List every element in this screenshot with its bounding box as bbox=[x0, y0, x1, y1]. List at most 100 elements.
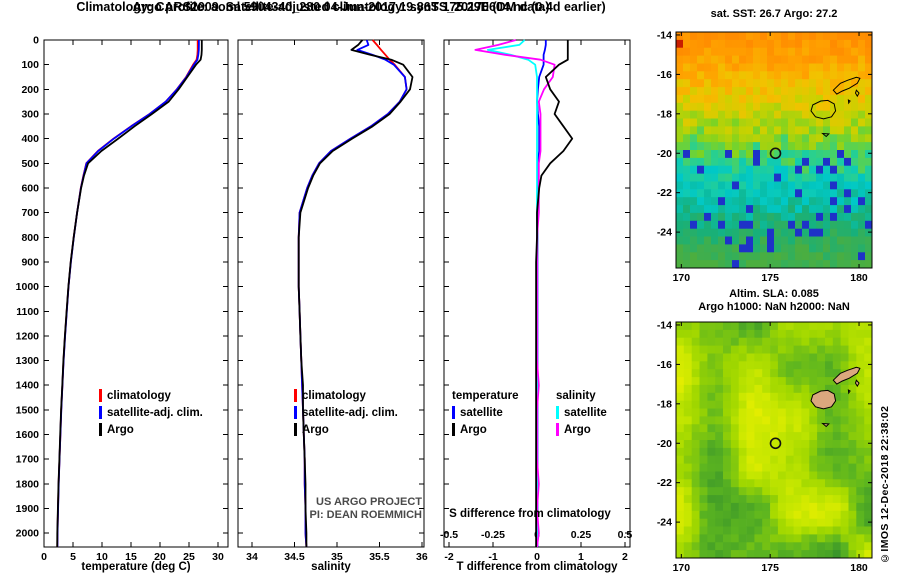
svg-text:700: 700 bbox=[21, 207, 39, 219]
argo-position-marker bbox=[769, 147, 782, 160]
temperature-legend-label: Argo bbox=[107, 424, 134, 436]
copyright-text: ©IMOS 12-Dec-2018 22:38:02 bbox=[879, 405, 891, 564]
svg-text:-1: -1 bbox=[488, 551, 497, 563]
svg-text:1: 1 bbox=[578, 551, 584, 563]
svg-text:1100: 1100 bbox=[16, 306, 39, 318]
svg-text:1400: 1400 bbox=[16, 380, 40, 392]
temperature-panel: 0 5 10 15 20 25 300100200300400500600700800900… bbox=[16, 35, 229, 563]
salinity-axis-label: salinity bbox=[311, 561, 351, 573]
temperature-axis-label: temperature (deg C) bbox=[81, 561, 191, 573]
coastline bbox=[854, 89, 860, 98]
difference-legend-temperature-swatch bbox=[452, 406, 455, 419]
svg-text:34: 34 bbox=[246, 551, 258, 563]
svg-text:-18: -18 bbox=[657, 398, 672, 410]
svg-text:200: 200 bbox=[21, 84, 39, 96]
t-difference-axis-label: T difference from climatology bbox=[456, 561, 618, 573]
svg-text:800: 800 bbox=[21, 232, 39, 244]
svg-text:1300: 1300 bbox=[16, 355, 40, 367]
watermark-line2: PI: DEAN ROEMMICH bbox=[309, 509, 422, 521]
coastline bbox=[832, 76, 861, 95]
svg-text:0: 0 bbox=[534, 551, 540, 563]
svg-text:20: 20 bbox=[154, 551, 166, 563]
salinity-legend-swatch bbox=[294, 423, 297, 436]
coastline bbox=[832, 366, 861, 385]
sst-map: 170 175 180 -14 -16 -18 -20 -22 -24 bbox=[657, 29, 873, 284]
svg-text:1200: 1200 bbox=[16, 330, 40, 342]
coastline bbox=[810, 99, 837, 120]
svg-text:15: 15 bbox=[125, 551, 137, 563]
temperature-legend-swatch bbox=[99, 423, 102, 436]
svg-text:-18: -18 bbox=[657, 108, 672, 120]
salinity-legend-label: satellite-adj. clim. bbox=[302, 407, 398, 419]
difference-panel: -2 -1 0 1 2-0.5 -0.25 0 0.25 0.5 bbox=[440, 39, 633, 563]
svg-text:1600: 1600 bbox=[16, 429, 40, 441]
svg-text:-16: -16 bbox=[657, 69, 672, 81]
difference-line-s-satellite bbox=[486, 39, 538, 547]
svg-text:1900: 1900 bbox=[16, 503, 40, 515]
svg-text:35: 35 bbox=[331, 551, 343, 563]
svg-text:0.25: 0.25 bbox=[571, 529, 592, 541]
svg-text:180: 180 bbox=[850, 562, 868, 574]
svg-text:500: 500 bbox=[21, 158, 39, 170]
salinity-legend-swatch bbox=[294, 389, 297, 402]
svg-text:1800: 1800 bbox=[16, 478, 40, 490]
salinity-line-argo bbox=[297, 39, 414, 547]
svg-text:30: 30 bbox=[212, 551, 224, 563]
salinity-line-satellite-adj-clim- bbox=[297, 39, 408, 548]
salinity-line-climatology bbox=[297, 39, 408, 548]
svg-text:5: 5 bbox=[70, 551, 76, 563]
temperature-line-satellite-adj-clim- bbox=[56, 40, 200, 548]
svg-text:300: 300 bbox=[21, 108, 39, 120]
figure-title-line2: Climatology: CARS2009. Satellite-adjuste… bbox=[76, 0, 606, 14]
salinity-panel: 34 34.5 35 35.5 36 bbox=[237, 39, 428, 563]
coastline bbox=[821, 132, 830, 138]
temperature-legend: climatology satellite-adj. clim. Argo bbox=[99, 389, 203, 436]
svg-text:400: 400 bbox=[21, 133, 39, 145]
svg-text:170: 170 bbox=[673, 562, 691, 574]
svg-text:1500: 1500 bbox=[16, 404, 40, 416]
svg-text:170: 170 bbox=[673, 272, 691, 284]
svg-text:-16: -16 bbox=[657, 359, 672, 371]
svg-text:1000: 1000 bbox=[16, 281, 40, 293]
difference-legend-temperature-label: Argo bbox=[460, 424, 487, 436]
temperature-legend-label: satellite-adj. clim. bbox=[107, 407, 203, 419]
difference-legend-temperature-swatch bbox=[452, 423, 455, 436]
salinity-legend-label: Argo bbox=[302, 424, 329, 436]
coastline bbox=[810, 389, 837, 410]
svg-text:34.5: 34.5 bbox=[284, 551, 305, 563]
difference-legend-salinity-swatch bbox=[556, 406, 559, 419]
svg-text:-14: -14 bbox=[657, 29, 672, 41]
watermark-line1: US ARGO PROJECT bbox=[316, 496, 422, 508]
argo-position-marker bbox=[769, 437, 782, 450]
svg-text:-20: -20 bbox=[657, 148, 672, 160]
svg-text:-22: -22 bbox=[657, 477, 672, 489]
coastline bbox=[854, 379, 860, 388]
svg-text:-24: -24 bbox=[657, 517, 672, 529]
svg-text:-14: -14 bbox=[657, 319, 672, 331]
svg-text:-0.5: -0.5 bbox=[440, 529, 458, 541]
difference-line-s-argo bbox=[474, 39, 556, 548]
svg-text:0: 0 bbox=[33, 35, 39, 47]
salinity-legend-label: climatology bbox=[302, 390, 367, 402]
svg-text:-20: -20 bbox=[657, 438, 672, 450]
difference-legend-temperature-label: temperature bbox=[452, 390, 518, 402]
sla-map-title-line1: Altim. SLA: 0.085 bbox=[729, 288, 819, 300]
svg-text:0.5: 0.5 bbox=[618, 529, 633, 541]
svg-text:175: 175 bbox=[761, 272, 779, 284]
difference-line-t-argo bbox=[535, 40, 574, 547]
svg-text:36: 36 bbox=[416, 551, 428, 563]
svg-text:-24: -24 bbox=[657, 227, 672, 239]
svg-text:-22: -22 bbox=[657, 187, 672, 199]
sst-map-title: sat. SST: 26.7 Argo: 27.2 bbox=[710, 8, 838, 20]
difference-legend-salinity-label: Argo bbox=[564, 424, 591, 436]
svg-text:0: 0 bbox=[41, 551, 47, 563]
difference-legend-salinity: salinity satellite Argo bbox=[556, 390, 607, 436]
salinity-legend: climatology satellite-adj. clim. Argo bbox=[294, 389, 398, 436]
svg-text:-2: -2 bbox=[444, 551, 453, 563]
coastline bbox=[847, 389, 851, 395]
s-difference-axis-label: S difference from climatology bbox=[449, 508, 611, 520]
svg-text:1700: 1700 bbox=[16, 454, 40, 466]
svg-text:2: 2 bbox=[622, 551, 628, 563]
salinity-legend-swatch bbox=[294, 406, 297, 419]
